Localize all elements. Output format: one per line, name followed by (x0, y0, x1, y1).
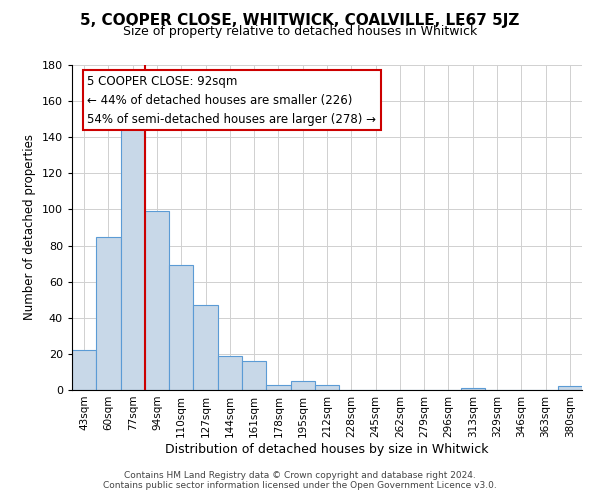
Bar (290, 381, 315, 390)
Bar (193, 305, 218, 390)
Bar (242, 361, 266, 390)
Y-axis label: Number of detached properties: Number of detached properties (23, 134, 36, 320)
Text: Size of property relative to detached houses in Whitwick: Size of property relative to detached ho… (123, 25, 477, 38)
Bar (72, 350, 96, 390)
Bar (96, 236, 121, 390)
Text: 5 COOPER CLOSE: 92sqm
← 44% of detached houses are smaller (226)
54% of semi-det: 5 COOPER CLOSE: 92sqm ← 44% of detached … (88, 74, 376, 126)
Bar (169, 266, 193, 390)
Text: 5, COOPER CLOSE, WHITWICK, COALVILLE, LE67 5JZ: 5, COOPER CLOSE, WHITWICK, COALVILLE, LE… (80, 12, 520, 28)
Bar (315, 384, 339, 390)
X-axis label: Distribution of detached houses by size in Whitwick: Distribution of detached houses by size … (165, 442, 489, 456)
Bar (266, 384, 290, 390)
Bar (461, 388, 485, 390)
Bar (121, 128, 145, 390)
Bar (145, 211, 169, 390)
Text: Contains HM Land Registry data © Crown copyright and database right 2024.
Contai: Contains HM Land Registry data © Crown c… (103, 470, 497, 490)
Bar (218, 356, 242, 390)
Bar (558, 386, 582, 390)
